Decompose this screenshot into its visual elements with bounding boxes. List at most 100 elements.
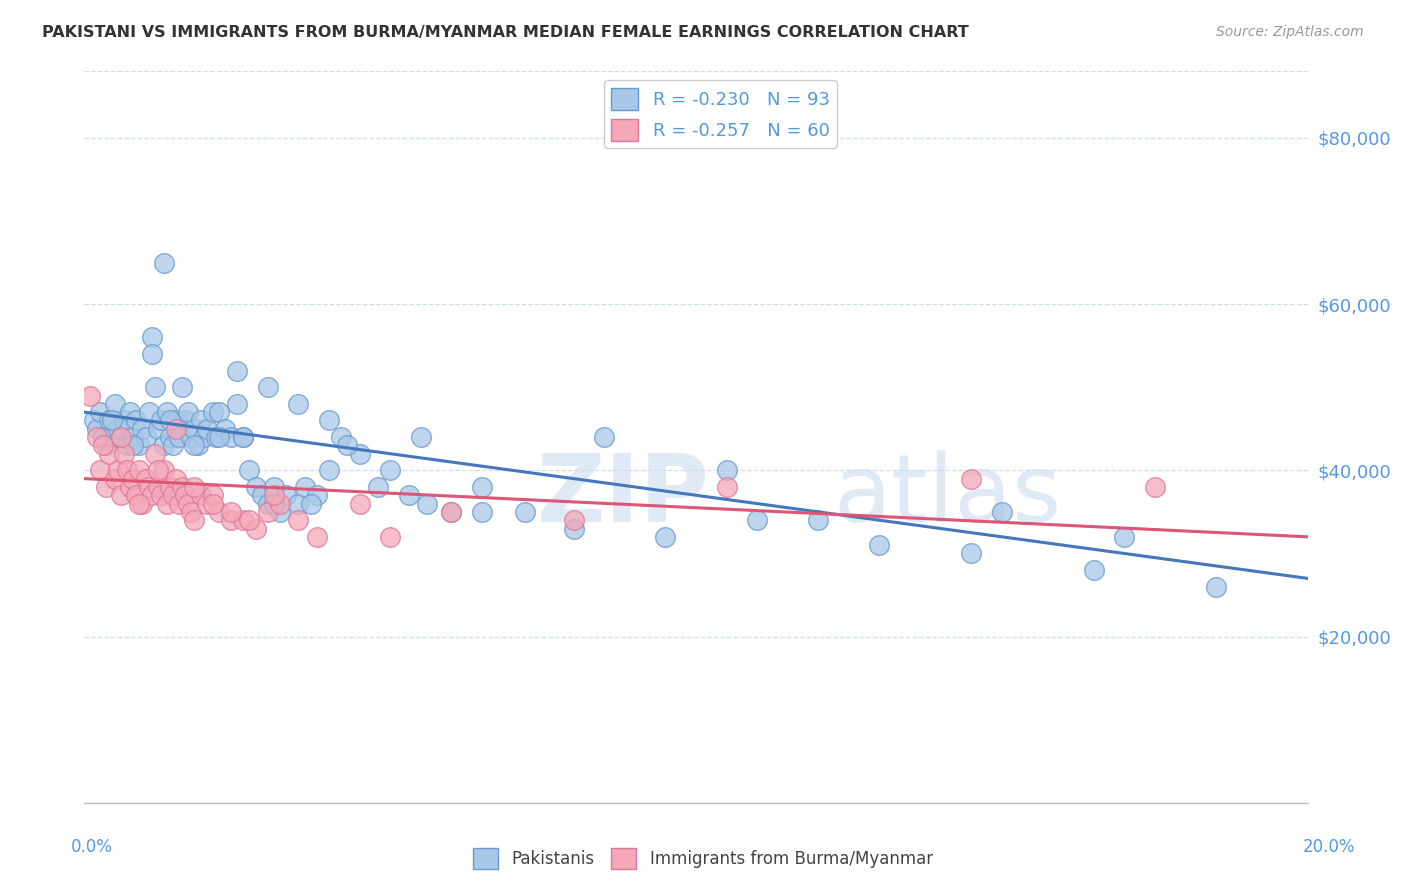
Point xyxy=(305,530,328,544)
Point xyxy=(156,405,179,419)
Point xyxy=(174,413,197,427)
Point xyxy=(195,497,218,511)
Point xyxy=(135,430,157,444)
Point xyxy=(398,488,420,502)
Point xyxy=(115,463,138,477)
Point xyxy=(128,497,150,511)
Point xyxy=(287,497,309,511)
Point xyxy=(186,438,208,452)
Point xyxy=(276,488,298,502)
Point xyxy=(159,430,181,444)
Point xyxy=(110,430,132,444)
Point xyxy=(747,513,769,527)
Point xyxy=(165,422,187,436)
Point xyxy=(146,422,169,436)
Point xyxy=(716,463,738,477)
Point xyxy=(79,388,101,402)
Point xyxy=(471,480,494,494)
Text: 20.0%: 20.0% xyxy=(1302,838,1355,856)
Text: atlas: atlas xyxy=(832,450,1062,541)
Point xyxy=(1205,580,1227,594)
Point xyxy=(120,480,142,494)
Point xyxy=(138,405,160,419)
Point xyxy=(156,497,179,511)
Point xyxy=(318,413,340,427)
Point xyxy=(960,546,983,560)
Point xyxy=(219,513,242,527)
Point xyxy=(287,397,309,411)
Point xyxy=(149,488,172,502)
Text: Source: ZipAtlas.com: Source: ZipAtlas.com xyxy=(1216,25,1364,39)
Point xyxy=(193,430,215,444)
Point xyxy=(409,430,432,444)
Point xyxy=(214,422,236,436)
Point xyxy=(104,397,127,411)
Point xyxy=(167,430,190,444)
Point xyxy=(562,513,585,527)
Point xyxy=(159,413,181,427)
Point xyxy=(232,430,254,444)
Point xyxy=(128,438,150,452)
Point xyxy=(208,505,231,519)
Point xyxy=(141,330,163,344)
Point xyxy=(177,497,200,511)
Point xyxy=(172,480,194,494)
Point xyxy=(97,447,120,461)
Point xyxy=(177,405,200,419)
Point xyxy=(107,463,129,477)
Point xyxy=(330,430,353,444)
Point xyxy=(257,505,280,519)
Point xyxy=(201,497,224,511)
Text: ZIP: ZIP xyxy=(537,450,710,541)
Point xyxy=(245,480,267,494)
Point xyxy=(122,438,145,452)
Point xyxy=(257,380,280,394)
Point xyxy=(416,497,439,511)
Point xyxy=(238,463,260,477)
Point xyxy=(269,505,291,519)
Point xyxy=(219,505,242,519)
Point xyxy=(165,413,187,427)
Point xyxy=(153,438,176,452)
Point xyxy=(146,463,169,477)
Point xyxy=(165,472,187,486)
Point xyxy=(183,438,205,452)
Point xyxy=(94,480,117,494)
Point xyxy=(86,430,108,444)
Point xyxy=(131,497,153,511)
Point xyxy=(318,463,340,477)
Point xyxy=(153,255,176,269)
Point xyxy=(183,480,205,494)
Point xyxy=(349,497,371,511)
Point xyxy=(141,347,163,361)
Point xyxy=(125,488,148,502)
Point xyxy=(112,447,135,461)
Point xyxy=(440,505,463,519)
Point xyxy=(104,472,127,486)
Point xyxy=(299,497,322,511)
Point xyxy=(305,488,328,502)
Point xyxy=(110,488,132,502)
Point xyxy=(238,513,260,527)
Point xyxy=(263,480,285,494)
Point xyxy=(112,413,135,427)
Point xyxy=(89,463,111,477)
Text: PAKISTANI VS IMMIGRANTS FROM BURMA/MYANMAR MEDIAN FEMALE EARNINGS CORRELATION CH: PAKISTANI VS IMMIGRANTS FROM BURMA/MYANM… xyxy=(42,25,969,40)
Point xyxy=(257,497,280,511)
Point xyxy=(89,405,111,419)
Point xyxy=(174,488,197,502)
Point xyxy=(367,480,389,494)
Point xyxy=(83,413,105,427)
Point xyxy=(205,430,228,444)
Point xyxy=(167,497,190,511)
Point xyxy=(201,488,224,502)
Point xyxy=(110,430,132,444)
Point xyxy=(122,472,145,486)
Point xyxy=(294,480,316,494)
Point xyxy=(380,463,402,477)
Point xyxy=(869,538,891,552)
Point xyxy=(190,413,212,427)
Point xyxy=(153,463,176,477)
Point xyxy=(593,430,616,444)
Point xyxy=(180,505,202,519)
